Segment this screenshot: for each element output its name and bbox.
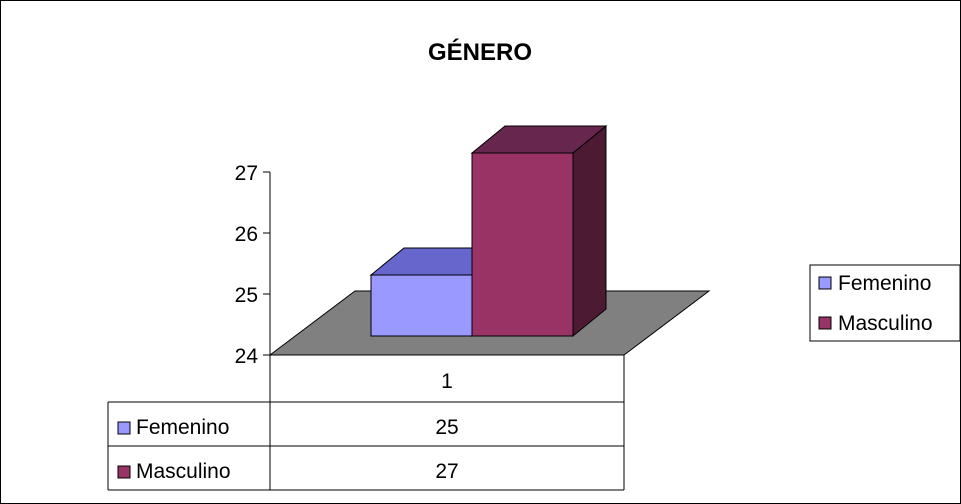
- table-series-label: Masculino: [136, 460, 231, 483]
- legend: Femenino Masculino: [809, 264, 961, 342]
- bar-group: [369, 124, 608, 338]
- y-tick-label: 27: [235, 162, 258, 185]
- y-tick-label: 25: [235, 284, 258, 307]
- table-value: 25: [435, 416, 458, 439]
- legend-key-femenino: [818, 276, 832, 290]
- chart-title: GÉNERO: [428, 38, 532, 66]
- table-legend-key-masculino: [117, 465, 131, 479]
- bar-femenino: [370, 274, 473, 337]
- category-label: 1: [441, 370, 453, 393]
- table-value: 27: [435, 460, 458, 483]
- bar-side-masculino: [572, 124, 607, 338]
- legend-box: [809, 264, 961, 342]
- bar-masculino: [471, 152, 574, 337]
- legend-label: Masculino: [838, 312, 933, 335]
- data-table: 1 Femenino 25 Masculino 27: [107, 355, 625, 491]
- y-tick-label: 24: [235, 345, 259, 368]
- legend-label: Femenino: [838, 272, 931, 295]
- table-series-label: Femenino: [136, 416, 229, 439]
- y-tick-label: 26: [235, 223, 258, 246]
- y-axis-ticks: 27 26 25 24: [235, 162, 270, 368]
- legend-key-masculino: [818, 316, 832, 330]
- table-legend-key-femenino: [117, 421, 131, 435]
